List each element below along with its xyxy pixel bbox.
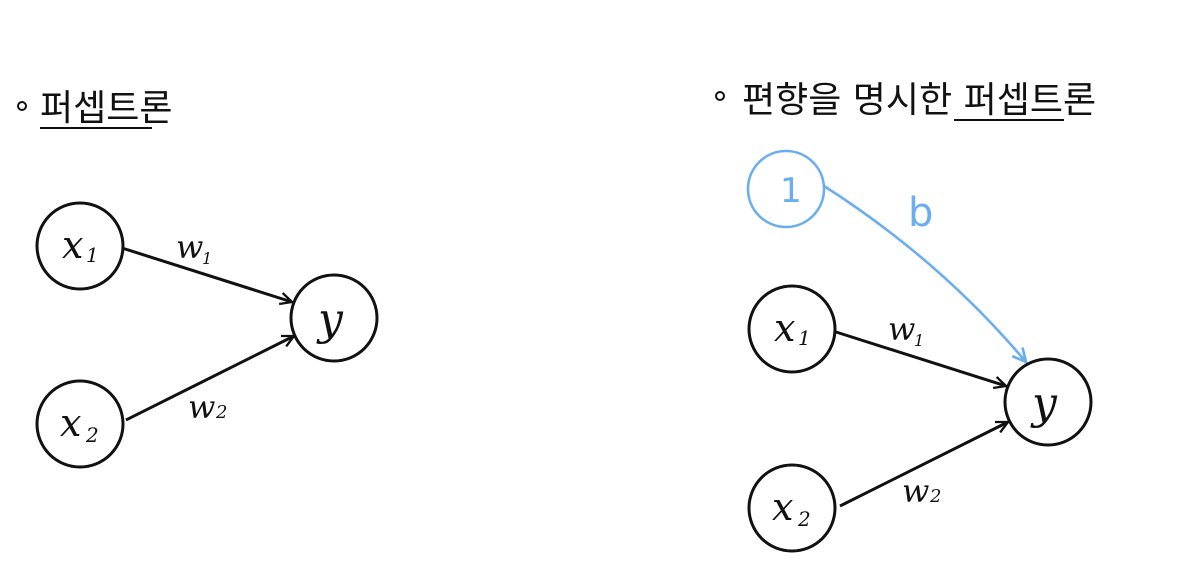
right-bias-node: 1 (746, 149, 826, 229)
left-weight-w2: w (188, 388, 215, 426)
right-x1-label: x (774, 306, 795, 350)
right-output-node-y: y (1003, 357, 1093, 447)
right-bias-label: 1 (780, 171, 802, 211)
left-x1-label: x (62, 223, 83, 267)
right-bias-weight: b (908, 190, 933, 236)
right-perceptron-diagram: 편향을 명시한 퍼셉트론 1 b x 1 x 2 y (715, 80, 1096, 553)
right-title: 편향을 명시한 퍼셉트론 (742, 80, 1096, 121)
left-x2-subscript: 2 (85, 423, 99, 447)
right-weight-w2: w (902, 472, 929, 510)
right-title-bullet (715, 91, 725, 101)
right-x2-label: x (772, 485, 793, 529)
right-weight-w2-subscript: 2 (929, 486, 941, 507)
right-weight-w1: w (888, 310, 915, 348)
left-y-label: y (316, 294, 344, 345)
left-weight-w1-subscript: 1 (202, 249, 212, 268)
right-x2-subscript: 2 (797, 507, 811, 531)
left-input-node-x2: x 2 (35, 379, 125, 469)
left-input-node-x1: x 1 (35, 201, 125, 291)
left-edge-x1-y (121, 246, 292, 302)
left-title-bullet (17, 101, 27, 111)
left-output-node-y: y (289, 273, 379, 363)
left-edge-x2-y (125, 334, 294, 422)
right-bias-edge (823, 184, 1026, 362)
left-perceptron-diagram: 퍼셉트론 x 1 x 2 y w 1 w 2 (17, 88, 379, 469)
right-edge-x1-y (835, 330, 1006, 386)
left-x1-subscript: 1 (86, 243, 99, 267)
right-edge-x2-y (839, 420, 1008, 508)
left-x2-label: x (60, 401, 81, 445)
right-input-node-x1: x 1 (747, 284, 837, 374)
left-weight-w1: w (176, 228, 203, 266)
right-weight-w1-subscript: 1 (914, 331, 924, 350)
left-title: 퍼셉트론 (40, 88, 172, 129)
left-weight-w2-subscript: 2 (215, 402, 227, 423)
right-input-node-x2: x 2 (747, 463, 837, 553)
right-y-label: y (1030, 378, 1058, 429)
right-x1-subscript: 1 (798, 326, 811, 350)
